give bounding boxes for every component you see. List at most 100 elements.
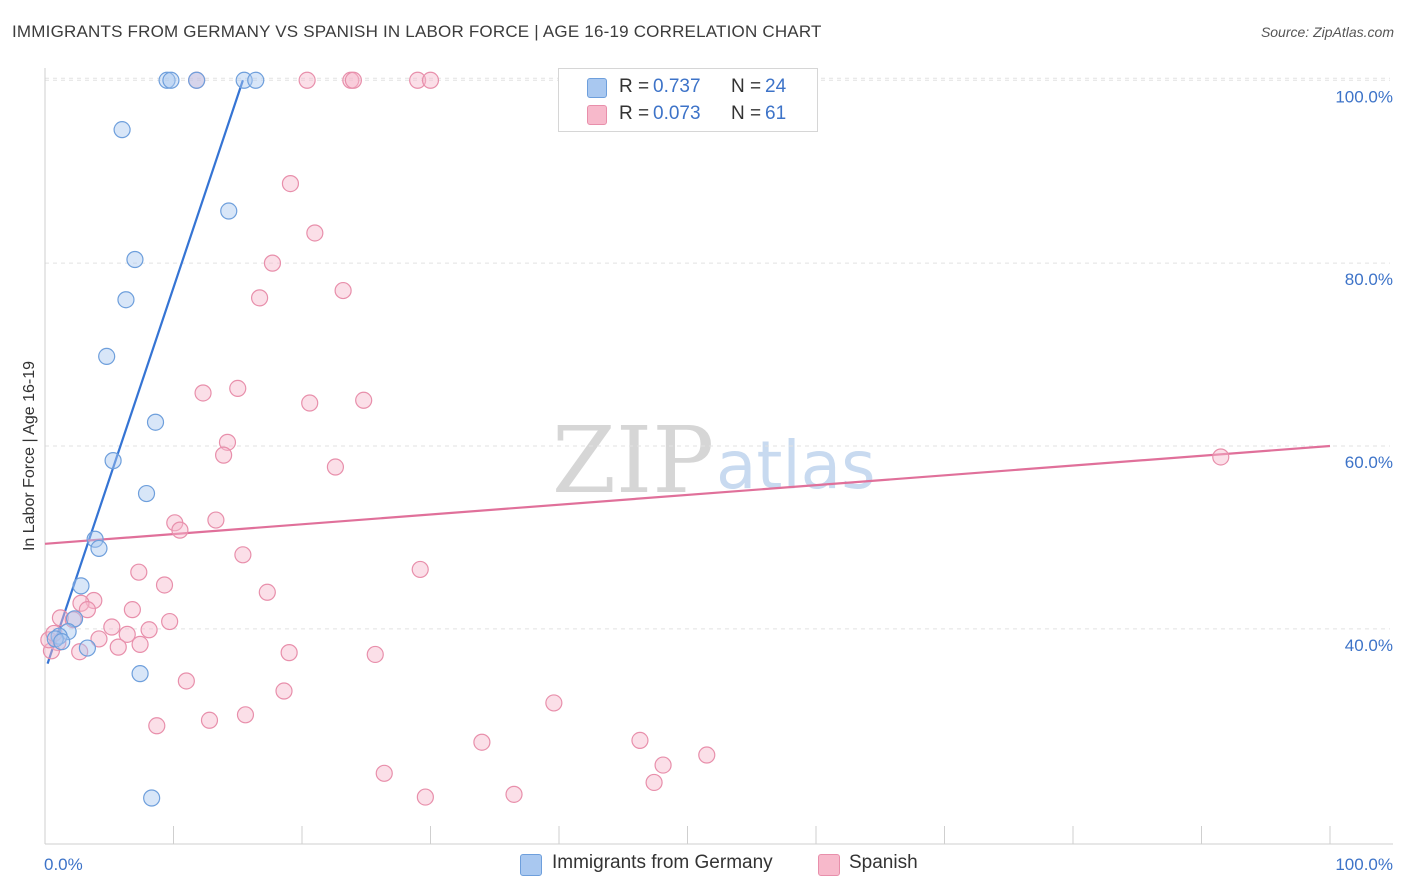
spanish-point [306, 224, 324, 242]
germany-point [220, 202, 238, 220]
y-tick-label: 100.0% [1335, 87, 1393, 106]
trend-lines [44, 79, 1331, 664]
spanish-point [118, 625, 136, 643]
watermark-zip: ZIP [552, 407, 714, 514]
spanish-point [51, 609, 70, 627]
germany-point [113, 121, 131, 139]
watermark: ZIP atlas [552, 407, 876, 514]
legend-r-value: 0.737 [653, 76, 701, 97]
spanish-point [130, 563, 148, 581]
spanish-point [90, 630, 108, 648]
spanish-point [334, 281, 352, 300]
spanish-point [631, 731, 649, 750]
spanish-point [200, 711, 219, 729]
spanish-point [355, 391, 373, 409]
spanish-legend-swatch [818, 854, 840, 876]
spanish-point [263, 254, 282, 272]
spanish-point [171, 521, 189, 539]
spanish-point [281, 175, 300, 193]
spanish-point [298, 71, 316, 89]
y-tick-label: 40.0% [1345, 636, 1393, 655]
spanish-point [234, 546, 252, 564]
germany-point [53, 633, 71, 651]
gridlines [45, 77, 1390, 630]
y-tick-label: 60.0% [1345, 453, 1393, 472]
legend-n-label: N = [731, 103, 762, 124]
germany-trend-line [46, 79, 244, 664]
legend-n-value: 24 [765, 76, 787, 97]
tick-labels: 40.0% 60.0% 80.0% 100.0% 0.0% 100.0% [44, 87, 1393, 874]
germany-point [131, 665, 149, 683]
spanish-point [344, 71, 362, 89]
germany-point [104, 452, 122, 470]
germany-point [59, 622, 77, 641]
spanish-point [218, 433, 237, 451]
germany-point [90, 539, 108, 558]
germany-point [86, 530, 104, 548]
germany-point [247, 71, 265, 89]
spanish-point [416, 788, 434, 806]
spanish-point [194, 384, 212, 402]
legend-n-label: N = [731, 76, 762, 97]
spanish-point [280, 644, 298, 662]
germany-point [78, 639, 97, 657]
germany-point [98, 347, 116, 365]
legend-n-value: 61 [765, 103, 787, 124]
germany-point [72, 577, 90, 595]
spanish-point [409, 71, 427, 89]
spanish-point [301, 394, 319, 412]
germany-point [143, 789, 161, 807]
watermark-atlas: atlas [716, 427, 876, 504]
germany-legend-label: Immigrants from Germany [552, 852, 773, 873]
spanish-point [109, 638, 127, 656]
x-tick-label: 0.0% [44, 855, 83, 874]
spanish-point [161, 612, 179, 631]
spanish-point [85, 591, 103, 610]
source-label: Source: ZipAtlas.com [1260, 24, 1394, 40]
bottom-legend-spanish: Spanish [818, 852, 958, 878]
spanish-point [72, 594, 90, 612]
spanish-point [326, 458, 345, 476]
legend-row-spanish: R = 0.073 N = 61 [559, 100, 817, 128]
chart-title: IMMIGRANTS FROM GERMANY VS SPANISH IN LA… [12, 22, 822, 41]
legend-r-value: 0.073 [653, 103, 701, 124]
germany-swatch [587, 78, 607, 98]
legend-r-label: R = [619, 76, 650, 97]
spanish-point [411, 560, 429, 579]
spanish-trend-line [44, 444, 1331, 545]
spanish-point [1212, 448, 1230, 466]
germany-point [188, 71, 206, 89]
y-axis-label: In Labor Force | Age 16-19 [21, 361, 38, 551]
spanish-point [505, 785, 523, 803]
germany-point [117, 291, 135, 309]
spanish-point [275, 682, 293, 700]
spanish-point [148, 717, 166, 735]
legend-row-germany: R = 0.737 N = 24 [559, 73, 817, 101]
spanish-point [155, 576, 174, 594]
spanish-point [473, 733, 491, 751]
germany-legend-swatch [520, 854, 542, 876]
spanish-point [140, 621, 158, 639]
spanish-point [545, 694, 563, 712]
germany-point [162, 71, 180, 89]
bottom-legend-germany: Immigrants from Germany [520, 852, 800, 878]
spanish-point [366, 645, 384, 664]
spanish-point [645, 773, 663, 792]
y-tick-label: 80.0% [1345, 270, 1393, 289]
spanish-point [250, 289, 269, 307]
spanish-point [78, 601, 97, 619]
germany-point [126, 250, 144, 269]
spanish-point [236, 706, 255, 724]
spanish-point [123, 601, 141, 619]
germany-point [146, 413, 165, 431]
spanish-point [229, 379, 247, 397]
spanish-swatch [587, 105, 607, 125]
germany-point [137, 484, 156, 503]
correlation-legend: R = 0.737 N = 24 R = 0.073 N = 61 [558, 68, 818, 132]
x-tick-label: 100.0% [1335, 855, 1393, 874]
spanish-point [207, 511, 225, 529]
spanish-point [375, 764, 393, 782]
germany-point [158, 71, 176, 89]
axes [44, 68, 1393, 845]
spanish-legend-label: Spanish [849, 852, 918, 873]
